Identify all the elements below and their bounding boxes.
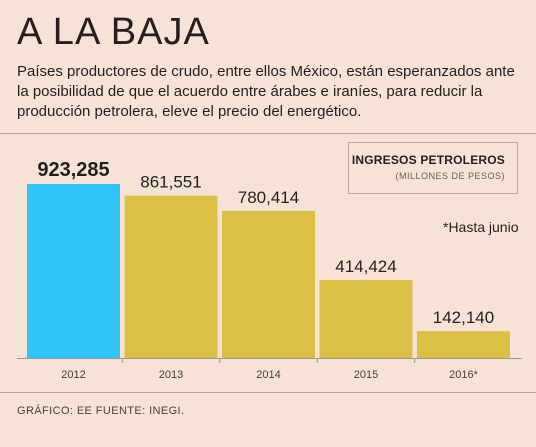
category-label: 2016* [449,369,478,381]
legend-box: INGRESOS PETROLEROS (MILLONES DE PESOS) [348,142,518,194]
value-label: 923,285 [37,159,109,181]
footnote: *Hasta junio [443,219,519,235]
bar-2012 [27,184,120,358]
value-label: 142,140 [433,308,494,327]
top-divider [0,133,536,134]
value-label: 861,551 [140,173,201,192]
bar-2016 [417,331,510,358]
bar-2015 [319,279,413,358]
chart-subtitle: Países productores de crudo, entre ellos… [17,63,515,120]
category-label: 2013 [159,369,183,381]
source-credit: GRÁFICO: EE FUENTE: INEGI. [17,405,185,417]
bar-2014 [222,210,315,358]
bottom-divider [0,392,536,393]
bar-2013 [124,195,218,358]
category-label: 2014 [256,369,280,381]
chart-title: A LA BAJA [17,11,210,53]
value-label: 780,414 [238,188,299,207]
value-label: 414,424 [335,257,396,276]
category-label: 2015 [354,369,378,381]
legend-title: INGRESOS PETROLEROS [351,153,505,167]
category-label: 2012 [61,369,85,381]
legend-units: (MILLONES DE PESOS) [395,171,505,181]
